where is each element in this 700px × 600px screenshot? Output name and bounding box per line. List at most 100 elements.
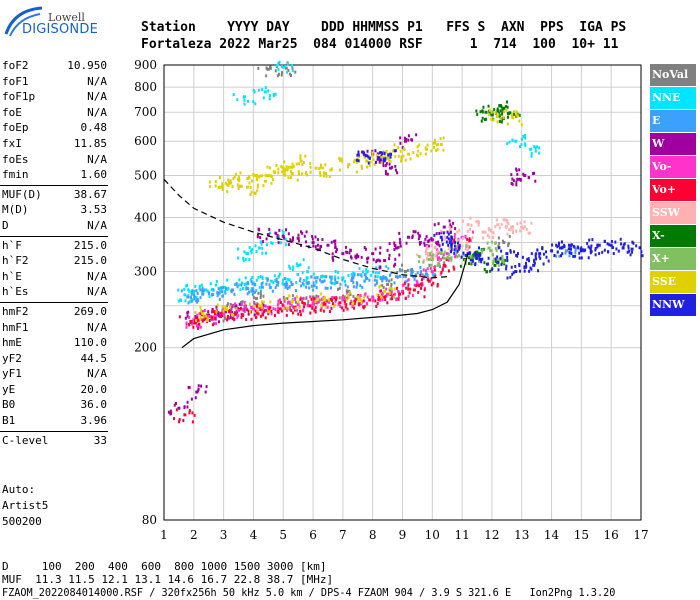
data-point: [510, 173, 513, 177]
data-point: [302, 283, 305, 287]
param-row: foF2 10.950: [0, 58, 110, 74]
data-point: [195, 315, 199, 319]
data-point: [259, 314, 262, 318]
data-point: [458, 240, 461, 244]
data-point: [237, 184, 240, 188]
data-point: [343, 300, 346, 304]
data-point: [379, 289, 382, 293]
data-point: [311, 241, 315, 245]
data-point: [311, 237, 314, 241]
data-point: [501, 107, 504, 111]
data-point: [214, 322, 217, 326]
data-point: [426, 274, 429, 278]
param-value: N/A: [87, 105, 107, 119]
data-point: [389, 297, 392, 301]
data-point: [419, 255, 422, 259]
data-point: [440, 248, 443, 252]
data-point: [527, 176, 530, 180]
x-tick-label: 11: [454, 528, 469, 542]
data-point: [514, 139, 518, 143]
data-point: [581, 248, 584, 252]
data-point: [435, 232, 438, 236]
y-tick-label: 500: [134, 168, 157, 182]
param-key: foEs: [2, 152, 29, 166]
data-point: [261, 87, 264, 91]
data-point: [417, 290, 420, 294]
data-point: [518, 119, 521, 123]
data-point: [241, 313, 244, 317]
data-point: [522, 134, 525, 138]
data-point: [303, 234, 306, 238]
data-point: [430, 263, 433, 267]
data-point: [458, 244, 461, 248]
data-point: [247, 174, 250, 178]
data-point: [319, 244, 322, 248]
data-point: [247, 99, 250, 103]
data-point: [412, 288, 416, 292]
data-point: [430, 283, 433, 287]
data-point: [194, 314, 197, 318]
data-point: [200, 309, 203, 313]
data-point: [343, 295, 346, 299]
data-point: [420, 286, 423, 290]
data-point: [222, 311, 226, 315]
data-point: [218, 314, 221, 318]
data-point: [332, 258, 335, 262]
data-point: [542, 262, 545, 266]
data-point: [194, 321, 197, 325]
data-point: [352, 306, 355, 310]
data-point: [314, 309, 317, 313]
data-point: [435, 148, 438, 152]
data-point: [179, 298, 182, 302]
data-point: [561, 246, 564, 250]
data-point: [359, 298, 362, 302]
data-point: [191, 411, 194, 415]
data-point: [525, 227, 528, 231]
data-point: [261, 312, 264, 316]
data-point: [268, 231, 271, 235]
data-point: [361, 166, 364, 170]
data-point: [427, 251, 430, 255]
data-point: [454, 249, 458, 253]
data-point: [417, 149, 420, 153]
data-point: [568, 250, 571, 254]
data-point: [498, 114, 501, 118]
x-tick-label: 9: [399, 528, 407, 542]
data-point: [259, 240, 262, 244]
data-point: [232, 93, 235, 97]
data-point: [404, 296, 407, 300]
data-point: [357, 150, 360, 154]
data-point: [311, 304, 314, 308]
data-point: [425, 247, 428, 251]
data-point: [194, 311, 197, 315]
data-point: [319, 165, 322, 169]
data-point: [364, 153, 367, 157]
data-point: [224, 291, 227, 295]
data-point: [324, 305, 327, 309]
data-point: [521, 255, 524, 259]
data-point: [609, 243, 613, 247]
data-point: [438, 251, 441, 255]
data-point: [290, 74, 293, 78]
param-key: h`E: [2, 269, 22, 283]
data-point: [464, 259, 467, 263]
data-point: [490, 268, 493, 272]
data-point: [423, 286, 426, 290]
y-tick-label: 700: [134, 105, 157, 119]
data-point: [197, 326, 200, 330]
data-point: [290, 172, 294, 176]
data-point: [240, 283, 243, 287]
data-point: [419, 272, 422, 276]
data-point: [469, 239, 472, 243]
data-point: [490, 249, 493, 253]
data-point: [500, 249, 503, 253]
data-point: [623, 242, 626, 246]
data-point: [380, 295, 383, 299]
data-point: [261, 281, 264, 285]
data-point: [445, 252, 449, 256]
data-point: [397, 295, 400, 299]
data-point: [257, 275, 260, 279]
data-point: [401, 268, 404, 272]
data-point: [296, 178, 299, 182]
data-point: [212, 288, 215, 292]
